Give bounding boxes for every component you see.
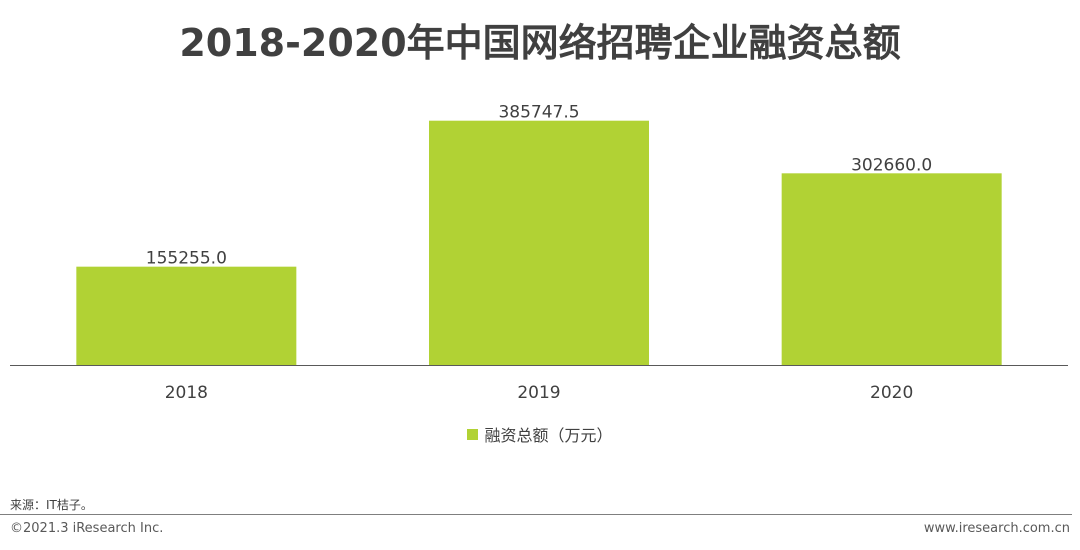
bar-2019 <box>429 120 649 365</box>
copyright-text: ©2021.3 iResearch Inc. <box>10 521 164 536</box>
legend-label: 融资总额（万元） <box>484 426 613 445</box>
data-label-2020: 302660.0 <box>851 155 932 175</box>
x-tick-label-2020: 2020 <box>870 383 913 403</box>
data-label-2018: 155255.0 <box>146 249 227 269</box>
labels-layer: 155255.0 2018 385747.5 2019 302660.0 2020 <box>146 103 932 403</box>
bar-2018 <box>76 266 297 365</box>
website-text: www.iresearch.com.cn <box>923 521 1070 536</box>
chart-legend: 融资总额（万元） <box>0 422 1080 446</box>
bars-layer <box>76 120 1002 365</box>
source-note: 来源：IT桔子。 <box>10 498 93 512</box>
data-label-2019: 385747.5 <box>498 103 579 123</box>
x-tick-label-2019: 2019 <box>517 383 560 403</box>
bar-2020 <box>781 173 1002 365</box>
x-tick-label-2018: 2018 <box>165 383 208 403</box>
legend-swatch <box>467 428 479 440</box>
chart-title: 2018-2020年中国网络招聘企业融资总额 <box>179 21 901 65</box>
footer-divider <box>0 514 1072 515</box>
